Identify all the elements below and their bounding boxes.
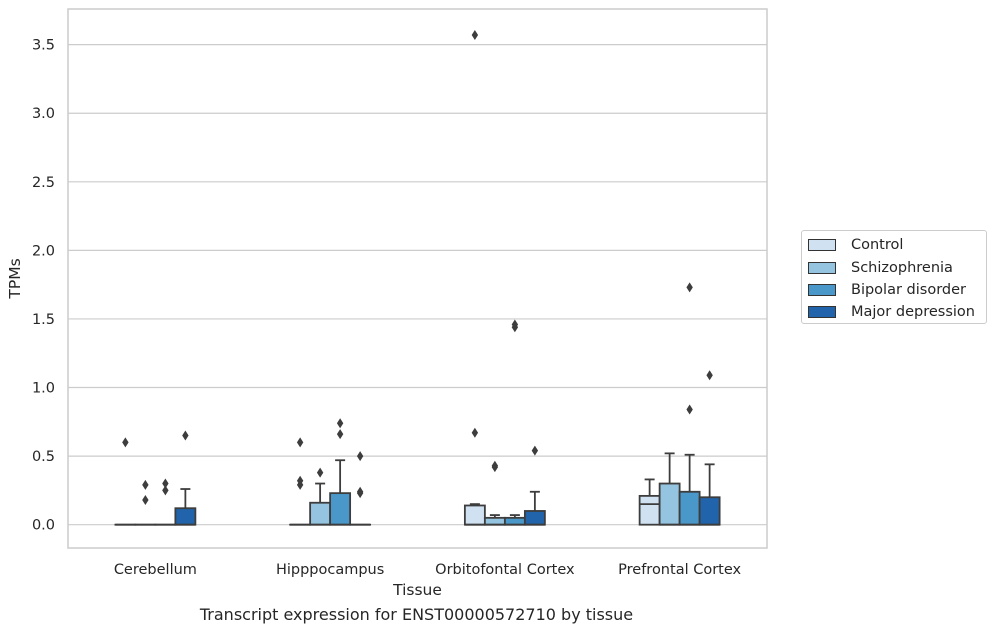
box-bipolar-disorder [154, 478, 177, 526]
y-tick-label: 0.5 [32, 449, 55, 465]
outlier-point [162, 485, 169, 496]
box [503, 516, 526, 526]
y-tick-label: 1.0 [32, 381, 55, 397]
outlier-point [686, 404, 693, 415]
y-tick-label: 3.0 [32, 106, 55, 122]
legend-label-schizophrenia: Schizophrenia [851, 260, 953, 276]
outlier-point [471, 30, 479, 41]
outlier-point [336, 429, 344, 440]
chart-caption: Transcript expression for ENST0000057271… [199, 605, 634, 624]
box [463, 504, 486, 526]
box-major-depression [349, 451, 372, 526]
outlier-point [336, 418, 344, 429]
outlier-point [706, 370, 713, 381]
legend-label-major-depression: Major depression [851, 304, 975, 320]
box [523, 510, 546, 526]
box-major-depression [698, 370, 721, 526]
y-tick-label: 0.0 [32, 518, 55, 534]
outlier-point [296, 475, 304, 486]
legend: Control Schizophrenia Bipolar disorder M… [801, 230, 987, 324]
box-control [289, 437, 312, 526]
x-axis-ticks: Cerebellum Hipppocampus Orbitofontal Corte… [114, 562, 742, 578]
outlier-point [356, 486, 364, 497]
legend-item-bipolar-disorder: Bipolar disorder [808, 281, 966, 299]
outlier-point [122, 437, 129, 448]
x-axis-label: Tissue [392, 581, 442, 599]
box-major-depression [523, 445, 546, 526]
legend-item-schizophrenia: Schizophrenia [808, 259, 953, 277]
box [174, 507, 197, 526]
y-tick-label: 2.0 [32, 243, 55, 259]
x-tick-label: Cerebellum [114, 562, 197, 578]
box [638, 494, 661, 526]
outlier-point [491, 460, 499, 471]
outlier-point [316, 467, 324, 478]
outlier-point [142, 494, 149, 505]
x-tick-label: Orbitofontal Cortex [435, 562, 575, 578]
outlier-point [511, 319, 519, 330]
outlier-point [471, 427, 479, 438]
legend-swatch-control [808, 239, 836, 251]
box-control [114, 437, 137, 526]
box-schizophrenia [483, 460, 506, 526]
outlier-point [296, 437, 304, 448]
outlier-point [531, 445, 539, 456]
legend-swatch-major-depression [808, 306, 836, 318]
box-bipolar-disorder [678, 282, 701, 526]
box [483, 516, 506, 526]
legend-swatch-bipolar-disorder [808, 284, 836, 296]
plot-boxes [114, 30, 721, 526]
box-control [638, 478, 661, 526]
box-control [463, 30, 486, 526]
y-tick-label: 1.5 [32, 312, 55, 328]
y-axis-label: TPMs [6, 258, 24, 299]
legend-swatch-schizophrenia [808, 262, 836, 274]
x-tick-label: Prefrontal Cortex [618, 562, 741, 578]
box [698, 496, 721, 526]
y-tick-label: 2.5 [32, 175, 55, 191]
plot-frame [67, 8, 768, 549]
x-tick-label: Hipppocampus [276, 562, 384, 578]
legend-label-bipolar-disorder: Bipolar disorder [851, 282, 966, 298]
outlier-point [356, 451, 364, 462]
box [658, 482, 681, 526]
box-schizophrenia [309, 467, 332, 526]
box-schizophrenia [658, 452, 681, 526]
legend-label-control: Control [851, 237, 904, 253]
outlier-point [142, 479, 149, 490]
legend-item-control: Control [808, 236, 903, 254]
outlier-point [162, 478, 169, 489]
outlier-point [686, 282, 693, 293]
box [678, 490, 701, 526]
box [329, 492, 352, 526]
gridlines [68, 44, 767, 526]
box-major-depression [174, 430, 197, 526]
y-axis-ticks: 0.0 0.5 1.0 1.5 2.0 2.5 3.0 3.5 [32, 38, 55, 534]
box-schizophrenia [134, 479, 157, 526]
box [309, 501, 332, 526]
box-bipolar-disorder [503, 319, 526, 526]
box-bipolar-disorder [329, 418, 352, 526]
legend-item-major-depression: Major depression [808, 303, 975, 321]
outlier-point [182, 430, 189, 441]
y-tick-label: 3.5 [32, 38, 55, 54]
